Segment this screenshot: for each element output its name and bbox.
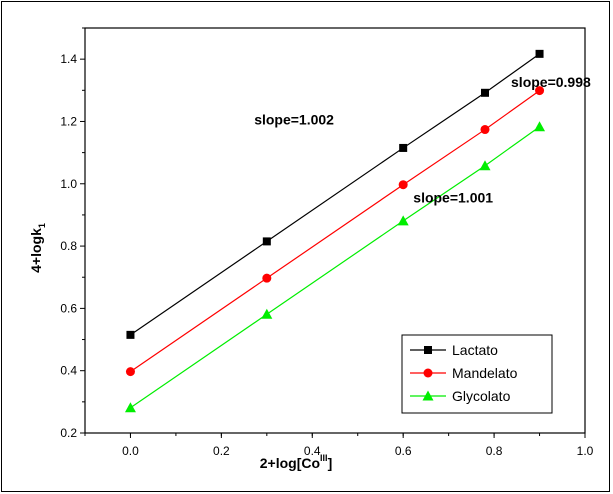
data-point-lactato [126, 330, 135, 339]
y-tick-label: 1.2 [60, 114, 77, 128]
y-axis-label: 4+logk1 [28, 223, 47, 273]
data-point-glycolato [534, 121, 546, 132]
data-point-mandelato [262, 273, 272, 283]
legend-marker-glycolato [422, 390, 434, 401]
x-tick-label: 0.0 [122, 444, 139, 458]
y-tick-label: 0.2 [60, 426, 77, 440]
legend-marker-lactato [424, 346, 432, 354]
x-tick-label: 0.8 [486, 444, 503, 458]
series-line-mandelato [130, 90, 540, 373]
data-point-lactato [535, 49, 544, 58]
series-glycolato [124, 121, 546, 413]
data-point-lactato [399, 143, 408, 152]
legend-label-lactato: Lactato [452, 342, 498, 358]
legend-marker-mandelato [423, 368, 433, 378]
x-tick-label: 0.6 [395, 444, 412, 458]
data-point-mandelato [125, 367, 135, 377]
x-tick-label: 0.2 [213, 444, 230, 458]
x-tick-label: 1.0 [577, 444, 594, 458]
chart-annotations: slope=1.002 slope=0.998 slope=1.001 [254, 74, 591, 205]
chart-legend: Lactato Mandelato Glycolato [401, 334, 553, 414]
data-point-mandelato [398, 180, 408, 190]
series-mandelato [125, 86, 545, 377]
slope-annotation: slope=1.002 [254, 112, 334, 128]
data-point-lactato [481, 88, 489, 97]
data-point-glycolato [397, 215, 409, 226]
y-tick-label: 1.4 [60, 52, 77, 66]
data-point-mandelato [480, 125, 490, 135]
data-point-mandelato [535, 86, 545, 96]
data-point-lactato [262, 237, 271, 246]
data-point-glycolato [261, 308, 273, 319]
series-lactato [126, 49, 544, 339]
y-tick-label: 0.6 [60, 301, 77, 315]
y-tick-label: 1.0 [60, 177, 77, 191]
legend-label-mandelato: Mandelato [452, 365, 518, 381]
chart-series [124, 49, 546, 413]
x-tick-label: 0.4 [304, 444, 321, 458]
legend-label-glycolato: Glycolato [452, 388, 511, 404]
slope-annotation: slope=1.001 [413, 189, 493, 205]
x-axis-label: 2+log[CoIII] [260, 453, 332, 471]
y-tick-label: 0.4 [60, 364, 77, 378]
y-tick-label: 0.8 [60, 239, 77, 253]
data-point-glycolato [124, 402, 136, 413]
data-point-glycolato [479, 160, 491, 171]
plot-area-frame [84, 27, 586, 434]
chart-axes [84, 27, 586, 434]
slope-annotation: slope=0.998 [511, 74, 591, 90]
chart-ticks: 0.0 0.2 0.4 0.6 0.8 1.0 0.2 0.4 0.6 0.8 1.0 1.2 1.4 [60, 27, 594, 458]
